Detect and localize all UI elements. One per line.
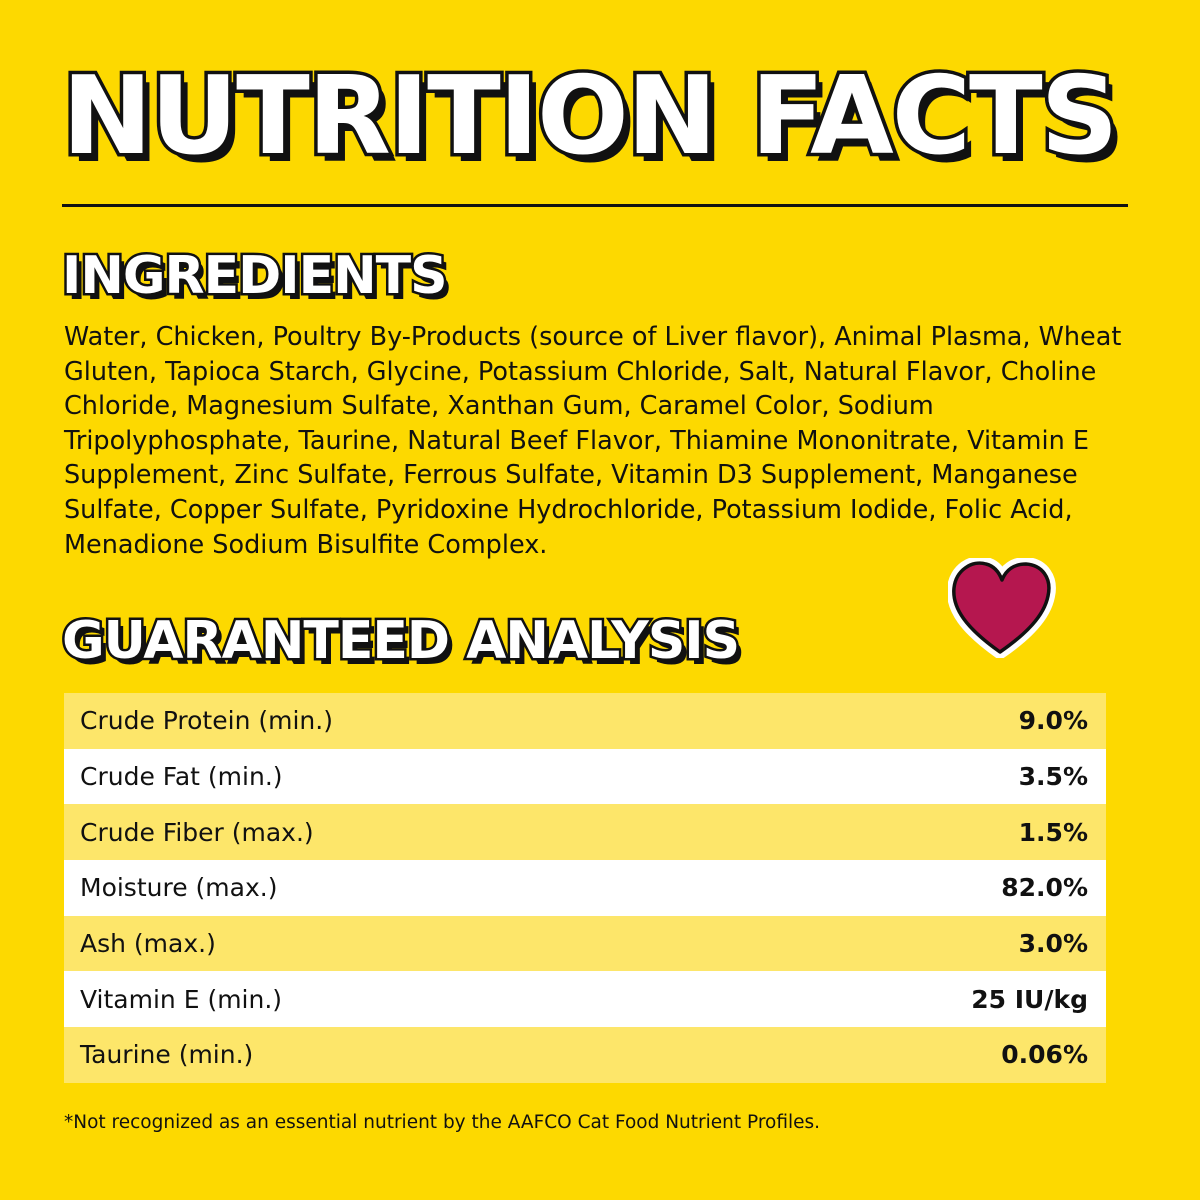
nutrient-value: 9.0% bbox=[1018, 706, 1088, 736]
nutrient-value: 82.0% bbox=[1001, 873, 1088, 903]
table-row: Crude Fiber (max.) 1.5% bbox=[64, 804, 1106, 861]
nutrient-name: Ash (max.) bbox=[80, 929, 216, 959]
nutrient-name: Crude Fat (min.) bbox=[80, 762, 283, 792]
heart-icon bbox=[948, 558, 1056, 658]
ingredients-heading: INGREDIENTS bbox=[60, 244, 451, 309]
title-divider bbox=[62, 204, 1128, 207]
analysis-table: Crude Protein (min.) 9.0% Crude Fat (min… bbox=[64, 693, 1106, 1083]
nutrient-name: Vitamin E (min.) bbox=[80, 984, 283, 1014]
nutrient-value: 25 IU/kg bbox=[971, 984, 1088, 1014]
nutrient-name: Taurine (min.) bbox=[80, 1040, 254, 1070]
table-row: Taurine (min.) 0.06% bbox=[64, 1027, 1106, 1083]
footnote: *Not recognized as an essential nutrient… bbox=[64, 1112, 821, 1133]
nutrient-name: Crude Protein (min.) bbox=[80, 706, 333, 736]
table-row: Moisture (max.) 82.0% bbox=[64, 860, 1106, 916]
table-row: Ash (max.) 3.0% bbox=[64, 915, 1106, 972]
table-row: Crude Protein (min.) 9.0% bbox=[64, 693, 1106, 749]
ingredients-list: Water, Chicken, Poultry By-Products (sou… bbox=[64, 322, 1122, 560]
nutrient-name: Crude Fiber (max.) bbox=[80, 817, 314, 847]
nutrient-name: Moisture (max.) bbox=[80, 873, 278, 903]
table-row: Crude Fat (min.) 3.5% bbox=[64, 748, 1106, 805]
nutrient-value: 1.5% bbox=[1018, 817, 1088, 847]
table-row: Vitamin E (min.) 25 IU/kg bbox=[64, 971, 1106, 1028]
nutrient-value: 3.0% bbox=[1018, 929, 1088, 959]
analysis-heading: GUARANTEED ANALYSIS bbox=[59, 609, 742, 674]
page-title: NUTRITION FACTS bbox=[58, 51, 1121, 183]
nutrient-value: 0.06% bbox=[1001, 1040, 1088, 1070]
nutrient-value: 3.5% bbox=[1018, 762, 1088, 792]
